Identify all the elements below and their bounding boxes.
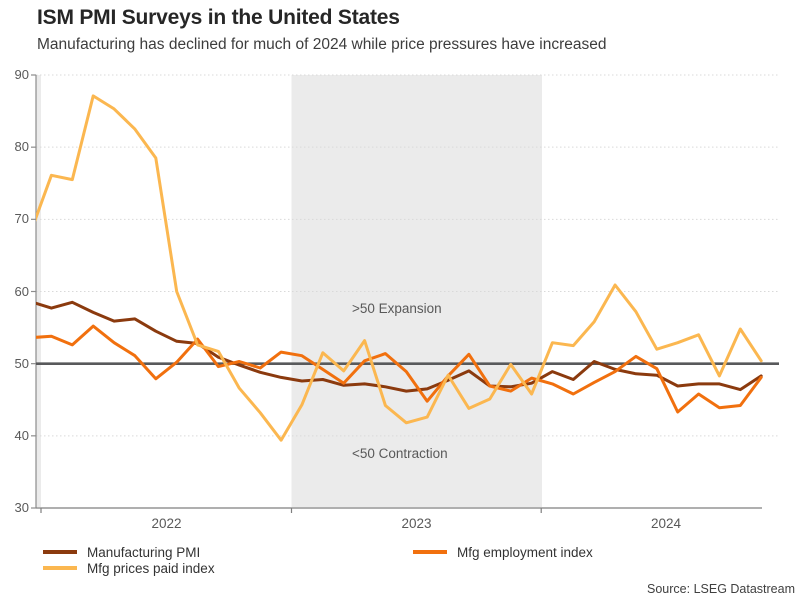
legend-label: Mfg employment index	[457, 544, 593, 560]
x-tick-label-2024: 2024	[650, 516, 682, 531]
series-line-mfg-employment-index	[36, 324, 763, 414]
chart-subtitle: Manufacturing has declined for much of 2…	[37, 36, 607, 53]
x-tick-label-2022: 2022	[151, 516, 182, 531]
x-tick-label-2023: 2023	[401, 516, 432, 531]
chart-title: ISM PMI Surveys in the United States	[37, 6, 400, 29]
legend-item-mfg-employment: Mfg employment index	[413, 544, 593, 560]
legend-label: Manufacturing PMI	[87, 544, 201, 560]
y-tick-label-30: 30	[14, 500, 29, 515]
legend-label: Mfg prices paid index	[87, 560, 215, 576]
y-tick-label-60: 60	[14, 283, 29, 299]
y-tick-label-40: 40	[14, 427, 29, 443]
contraction-annotation: <50 Contraction	[352, 446, 448, 461]
source-attribution: Source: LSEG Datastream	[647, 582, 795, 596]
legend-item-manufacturing-pmi: Manufacturing PMI	[43, 544, 200, 560]
mfg-employment-swatch	[413, 550, 447, 554]
y-tick-label-50: 50	[14, 355, 29, 371]
y-tick-label-80: 80	[14, 139, 29, 155]
series-line-mfg-prices-paid-index	[36, 94, 763, 442]
y-tick-label-70: 70	[14, 211, 29, 227]
series-line-manufacturing-pmi	[36, 300, 763, 393]
manufacturing-pmi-swatch	[43, 550, 77, 554]
legend-item-mfg-prices-paid: Mfg prices paid index	[43, 560, 215, 576]
mfg-prices-paid-swatch	[43, 566, 77, 570]
y-tick-label-90: 90	[14, 67, 29, 82]
expansion-annotation: >50 Expansion	[352, 301, 442, 316]
shaded-band-2021	[36, 75, 41, 507]
